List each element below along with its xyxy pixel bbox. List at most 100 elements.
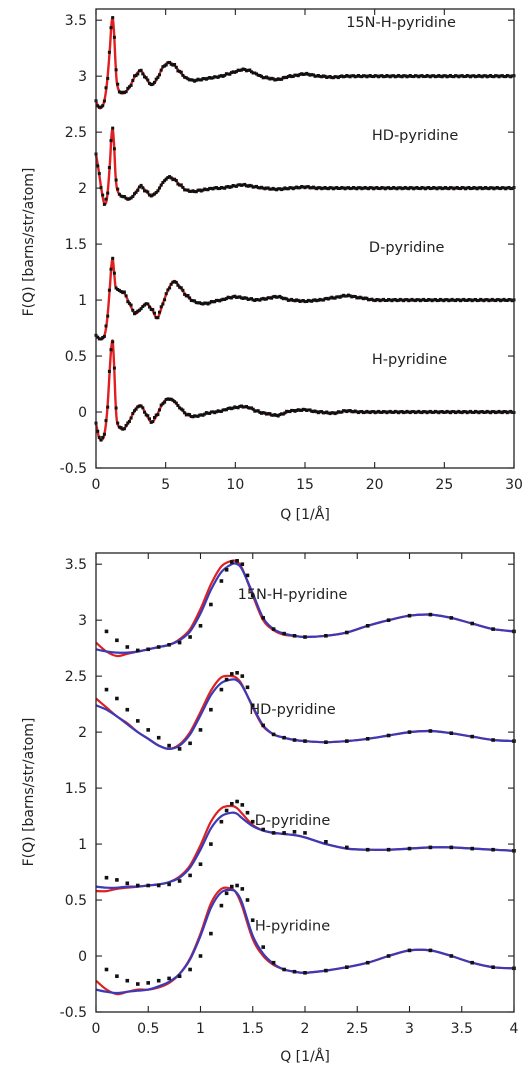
data-point [326, 297, 330, 301]
data-point [308, 73, 312, 77]
data-point [467, 74, 471, 78]
data-point [171, 280, 175, 284]
data-point [393, 75, 397, 79]
data-point [174, 179, 178, 182]
data-point [245, 898, 250, 902]
data-point [474, 298, 477, 301]
data-point [126, 86, 130, 90]
data-point [417, 187, 421, 190]
data-point [292, 969, 297, 974]
data-point [377, 75, 381, 79]
series-15n-h-pyridine: 15N-H-pyridine [95, 559, 516, 658]
data-point [270, 187, 274, 191]
data-point [136, 309, 140, 313]
data-point [387, 410, 391, 414]
data-point [326, 187, 330, 191]
series-hd-pyridine: HD-pyridine [95, 671, 516, 751]
data-point [365, 847, 370, 852]
data-point [146, 78, 150, 82]
data-point [139, 307, 143, 311]
data-point [275, 188, 279, 192]
data-point [428, 845, 433, 850]
data-point [438, 410, 442, 414]
data-point [489, 298, 493, 302]
data-point [230, 560, 234, 564]
data-point [203, 187, 207, 191]
data-point [340, 186, 344, 189]
plot-area: 15N-H-pyridine HD-pyridine D-pyridine H-pyr… [95, 559, 516, 996]
data-point [345, 410, 349, 414]
data-point [383, 187, 387, 191]
data-point [158, 73, 161, 77]
data-point [223, 73, 227, 77]
data-point [387, 298, 391, 301]
data-point [129, 416, 133, 420]
data-point [405, 75, 409, 79]
data-point [236, 183, 240, 187]
data-point [235, 799, 239, 804]
data-point [502, 410, 506, 413]
data-point [240, 887, 245, 891]
data-point [166, 397, 170, 401]
data-point [281, 187, 285, 191]
data-point [497, 298, 501, 302]
data-point [104, 419, 108, 423]
data-point [437, 186, 441, 190]
data-point [143, 75, 146, 79]
data-point [455, 410, 459, 414]
data-point [430, 299, 434, 303]
data-point [245, 184, 248, 188]
data-point [119, 91, 123, 95]
data-point [209, 842, 213, 846]
data-point [443, 298, 447, 302]
data-point [221, 408, 225, 412]
data-point [477, 411, 481, 415]
data-point [408, 298, 412, 302]
data-point [362, 411, 365, 415]
data-point [338, 295, 342, 299]
data-point [191, 78, 195, 82]
data-point [418, 410, 422, 414]
data-point [383, 75, 387, 78]
data-point [171, 178, 175, 182]
data-point [288, 74, 292, 78]
data-point [397, 298, 401, 302]
data-point [390, 74, 394, 78]
data-point [449, 298, 452, 302]
data-point [331, 411, 335, 415]
data-point [296, 74, 300, 78]
data-point [186, 412, 190, 416]
data-point [153, 416, 156, 419]
data-point [245, 405, 248, 408]
data-point [301, 407, 305, 411]
data-point [131, 194, 135, 198]
data-point [390, 410, 394, 414]
data-point [413, 74, 417, 78]
data-point [235, 883, 239, 888]
data-point [261, 616, 265, 620]
data-point [460, 74, 464, 78]
data-point [393, 409, 397, 413]
data-point [273, 187, 277, 191]
data-point [138, 69, 141, 73]
data-point [373, 411, 377, 415]
data-point [188, 296, 192, 300]
data-point [479, 186, 483, 190]
data-point [278, 413, 282, 417]
data-point [367, 74, 370, 78]
data-point [296, 298, 300, 302]
data-point [333, 296, 337, 300]
data-point [203, 412, 207, 416]
data-point [292, 738, 297, 742]
data-point [400, 298, 404, 302]
x-tick-label: 25 [435, 477, 453, 493]
data-point [102, 99, 106, 103]
data-point [432, 74, 436, 78]
data-point [292, 634, 297, 638]
data-point [465, 74, 469, 77]
data-point [266, 186, 270, 190]
data-point [270, 413, 274, 417]
data-point [253, 409, 257, 413]
data-point [383, 299, 387, 302]
data-point [464, 75, 467, 78]
